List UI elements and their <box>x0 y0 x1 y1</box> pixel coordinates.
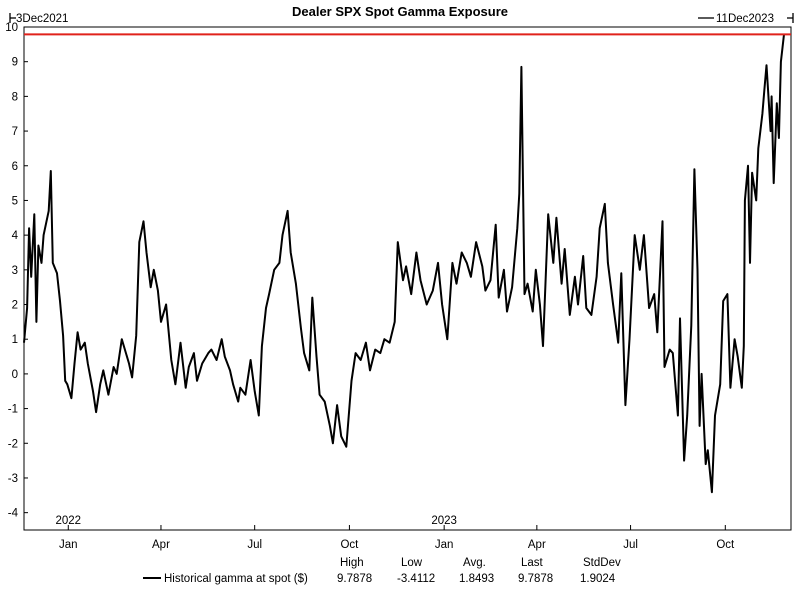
x-tick-label: Oct <box>340 539 359 551</box>
x-axis: Jan Apr Jul Oct Jan Apr Jul Oct 2022 2023 <box>55 515 735 551</box>
y-tick-label: -2 <box>8 438 18 450</box>
x-tick-label: Apr <box>152 539 170 551</box>
y-tick-label: 5 <box>12 195 18 207</box>
stats-table: High Low Avg. Last StdDev 9.7878 -3.4112… <box>337 557 621 585</box>
plot-layer <box>23 33 791 494</box>
legend-series-name: Historical gamma at spot ($) <box>164 573 308 585</box>
plot-area-frame <box>23 26 792 531</box>
y-tick-label: 6 <box>12 161 18 173</box>
y-axis: -4 -3 -2 -1 0 1 2 3 4 5 6 7 8 9 10 <box>5 22 28 520</box>
y-tick-label: -1 <box>8 404 18 416</box>
y-tick-label: 9 <box>12 57 18 69</box>
x-tick-label: Jul <box>623 539 638 551</box>
year-label: 2023 <box>431 515 457 527</box>
stat-header-avg: Avg. <box>463 557 486 569</box>
y-tick-label: 2 <box>12 300 18 312</box>
y-tick-label: -3 <box>8 473 18 485</box>
stat-header-last: Last <box>521 557 544 569</box>
stat-header-stddev: StdDev <box>583 557 621 569</box>
stat-value-low: -3.4112 <box>397 573 435 585</box>
y-tick-label: 4 <box>12 230 19 242</box>
y-tick-label: 8 <box>12 91 18 103</box>
series-line <box>23 34 785 494</box>
end-date-label: 11Dec2023 <box>716 13 774 25</box>
y-tick-label: 10 <box>5 22 18 34</box>
y-tick-label: 0 <box>12 369 18 381</box>
end-date-marker: 11Dec2023 <box>698 13 794 25</box>
x-tick-label: Jan <box>435 539 454 551</box>
start-date-label: 3Dec2021 <box>16 13 68 25</box>
legend: Historical gamma at spot ($) <box>143 573 308 585</box>
y-tick-label: 3 <box>12 265 18 277</box>
stat-header-high: High <box>340 557 364 569</box>
y-tick-label: 1 <box>12 334 18 346</box>
stat-value-high: 9.7878 <box>337 573 372 585</box>
start-date-marker: 3Dec2021 <box>9 13 68 25</box>
x-tick-label: Jan <box>59 539 78 551</box>
x-tick-label: Apr <box>528 539 546 551</box>
x-tick-label: Jul <box>247 539 262 551</box>
x-tick-label: Oct <box>716 539 735 551</box>
stat-value-stddev: 1.9024 <box>580 573 616 585</box>
chart-title: Dealer SPX Spot Gamma Exposure <box>292 4 508 19</box>
stat-value-avg: 1.8493 <box>459 573 494 585</box>
year-label: 2022 <box>55 515 81 527</box>
stat-value-last: 9.7878 <box>518 573 553 585</box>
y-tick-label: -4 <box>8 508 19 520</box>
stat-header-low: Low <box>401 557 423 569</box>
y-tick-label: 7 <box>12 126 18 138</box>
